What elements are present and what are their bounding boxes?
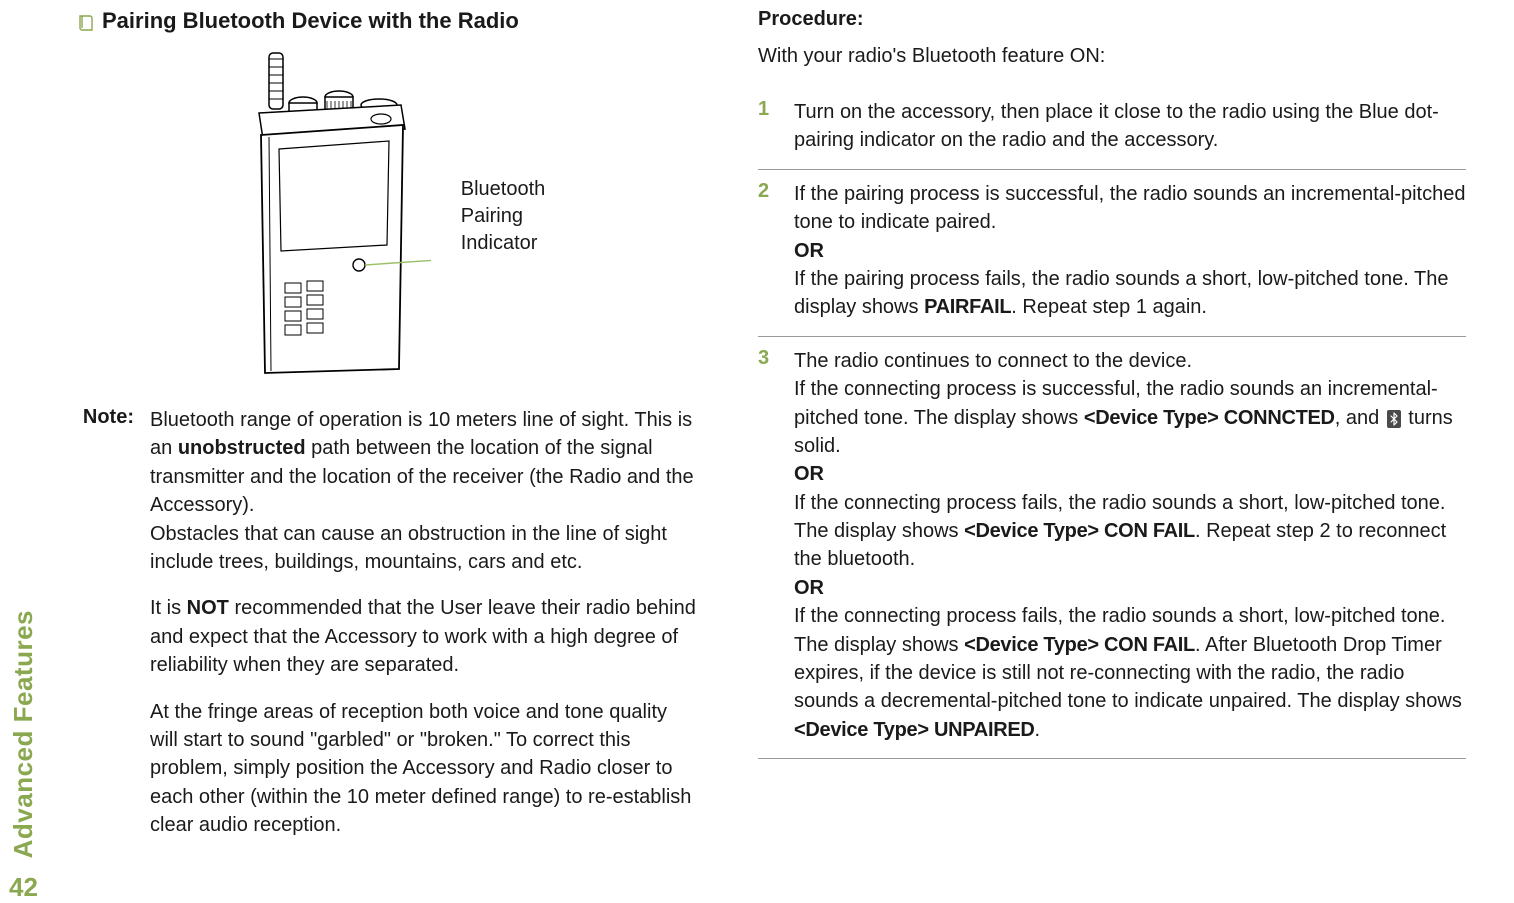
step-body: The radio continues to connect to the de… — [794, 347, 1466, 744]
procedure-heading: Procedure: — [758, 8, 1466, 31]
note-label: Note: — [78, 406, 134, 839]
step-body: Turn on the accessory, then place it clo… — [794, 98, 1466, 155]
bluetooth-icon — [1387, 410, 1401, 428]
section-title: Pairing Bluetooth Device with the Radio — [78, 8, 698, 34]
figure-label: Bluetooth Pairing Indicator — [461, 176, 546, 257]
step-1: 1 Turn on the accessory, then place it c… — [758, 88, 1466, 170]
step-number: 3 — [758, 347, 776, 744]
step-number: 2 — [758, 180, 776, 322]
left-column: Pairing Bluetooth Device with the Radio — [78, 8, 698, 903]
side-tab: Advanced Features 42 — [8, 610, 39, 903]
step-body: If the pairing process is successful, th… — [794, 180, 1466, 322]
side-tab-label: Advanced Features — [8, 610, 39, 858]
radio-figure: Bluetooth Pairing Indicator — [78, 46, 698, 386]
section-title-text: Pairing Bluetooth Device with the Radio — [102, 8, 519, 34]
step-3: 3 The radio continues to connect to the … — [758, 337, 1466, 759]
step-number: 1 — [758, 98, 776, 155]
book-icon — [78, 12, 94, 30]
page-number: 42 — [9, 872, 38, 903]
note-p2: It is NOT recommended that the User leav… — [150, 594, 698, 679]
procedure-intro: With your radio's Bluetooth feature ON: — [758, 45, 1466, 68]
note-block: Note: Bluetooth range of operation is 10… — [78, 406, 698, 839]
note-p3: At the fringe areas of reception both vo… — [150, 698, 698, 840]
note-p1: Bluetooth range of operation is 10 meter… — [150, 406, 698, 576]
step-2: 2 If the pairing process is successful, … — [758, 170, 1466, 337]
right-column: Procedure: With your radio's Bluetooth f… — [758, 8, 1466, 903]
radio-illustration — [231, 49, 431, 384]
note-body: Bluetooth range of operation is 10 meter… — [150, 406, 698, 839]
content-columns: Pairing Bluetooth Device with the Radio — [0, 0, 1514, 903]
manual-page: Advanced Features 42 Pairing Bluetooth D… — [0, 0, 1514, 903]
